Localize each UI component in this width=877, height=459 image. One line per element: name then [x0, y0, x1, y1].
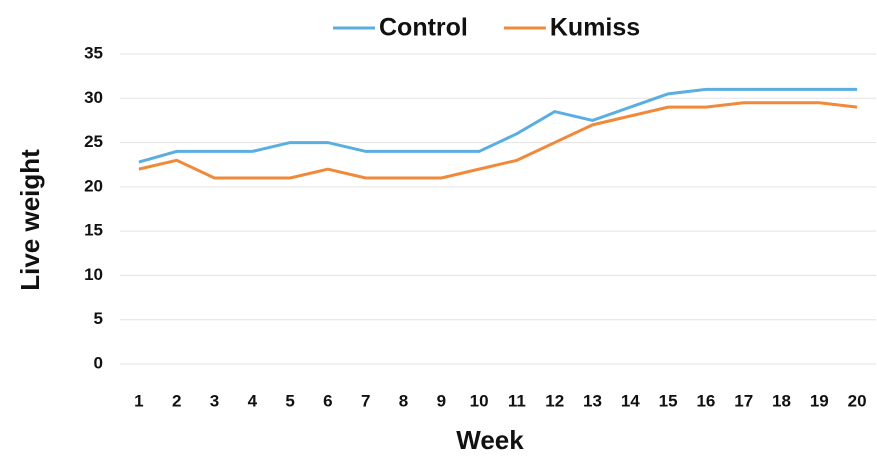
- line-series: [138, 101, 858, 180]
- x-tick-label: 17: [734, 391, 753, 410]
- y-axis-title: Live weight: [15, 149, 45, 291]
- x-tick-label: 3: [210, 391, 219, 410]
- y-tick-label: 30: [84, 88, 103, 107]
- x-tick-label: 19: [810, 391, 829, 410]
- x-tick-label: 2: [172, 391, 181, 410]
- x-axis-title: Week: [456, 425, 524, 455]
- y-tick-label: 35: [84, 43, 103, 62]
- line-series: [138, 87, 858, 164]
- y-tick-label: 20: [84, 176, 103, 195]
- x-tick-label: 8: [399, 391, 408, 410]
- x-tick-label: 10: [470, 391, 489, 410]
- x-tick-label: 16: [696, 391, 715, 410]
- legend-label: Kumiss: [550, 14, 640, 42]
- x-tick-label: 12: [545, 391, 564, 410]
- x-tick-label: 13: [583, 391, 602, 410]
- x-tick-label: 20: [848, 391, 867, 410]
- y-tick-label: 10: [84, 265, 103, 284]
- y-tick-label: 5: [94, 309, 103, 328]
- x-tick-label: 14: [621, 391, 640, 410]
- x-tick-label: 1: [134, 391, 143, 410]
- x-tick-label: 18: [772, 391, 791, 410]
- legend-label: Control: [379, 14, 468, 42]
- y-tick-label: 25: [84, 132, 103, 151]
- x-tick-label: 11: [508, 391, 526, 410]
- x-tick-label: 9: [437, 391, 446, 410]
- x-tick-label: 5: [285, 391, 294, 410]
- x-tick-label: 7: [361, 391, 370, 410]
- y-tick-label: 0: [94, 353, 103, 372]
- x-tick-label: 6: [323, 391, 332, 410]
- y-tick-label: 15: [84, 221, 103, 240]
- x-tick-label: 15: [659, 391, 678, 410]
- x-tick-label: 4: [248, 391, 258, 410]
